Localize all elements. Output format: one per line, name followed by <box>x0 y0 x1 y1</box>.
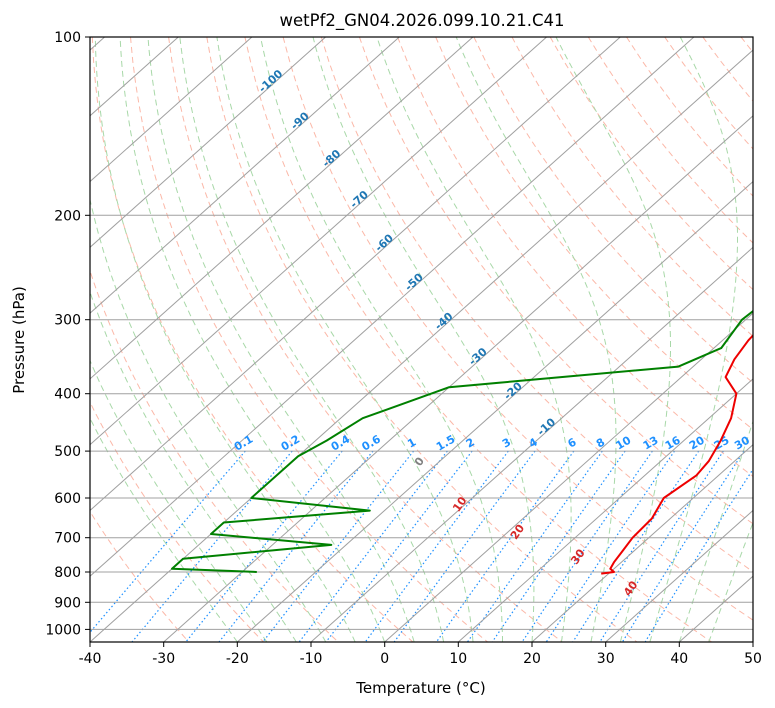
isotherm-line <box>163 115 753 642</box>
moist-adiabat-line <box>708 521 753 642</box>
y-axis-title: Pressure (hPa) <box>10 286 28 394</box>
mixing-ratio-line <box>521 450 653 642</box>
moist-adiabat-line <box>649 37 738 642</box>
dry-adiabat-line <box>511 37 753 337</box>
chart-title: wetPf2_GN04.2026.099.10.21.C41 <box>280 11 565 31</box>
y-tick-label: 1000 <box>45 622 81 638</box>
dewpoint-profile-line <box>171 309 753 573</box>
x-tick-label: 50 <box>744 651 762 667</box>
y-tick-label: 900 <box>54 595 81 611</box>
x-tick-label: 20 <box>523 651 541 667</box>
dry-adiabat-line <box>168 37 563 642</box>
series-layer <box>171 309 753 575</box>
dry-adiabat-line <box>549 37 753 291</box>
temperature-profile-line <box>601 333 753 575</box>
y-tick-label: 800 <box>54 565 81 581</box>
y-tick-label: 500 <box>54 444 81 460</box>
moist-adiabat-line <box>555 37 671 642</box>
dry-adiabat-line <box>90 400 264 642</box>
isotherm-line <box>384 312 753 642</box>
x-tick-label: -30 <box>152 651 175 667</box>
moist-adiabat-line <box>312 37 535 642</box>
moist-adiabat-line <box>216 37 474 642</box>
dry-adiabat-line <box>90 510 190 642</box>
mixing-ratio-line <box>467 450 603 642</box>
axis-layer: -40 -30 -20 -10 0 10 20 30 40 50 100 200 300 400 500 60… <box>45 30 762 667</box>
dry-adiabat-line <box>320 37 753 573</box>
isotherm-line <box>90 37 474 380</box>
grid-layer <box>90 37 753 642</box>
plot-frame <box>89 36 754 643</box>
x-tick-label: -20 <box>226 651 249 667</box>
isotherm-line <box>90 37 400 314</box>
x-axis-title: Temperature (°C) <box>355 679 485 697</box>
isotherm-line <box>90 37 326 249</box>
dry-adiabat-line <box>282 37 753 621</box>
mixing-ratio-line <box>545 450 675 642</box>
moist-adiabat-line <box>94 37 356 642</box>
isotherm-line <box>90 37 695 577</box>
mixing-ratio-line <box>491 450 626 642</box>
mixing-ratio-line <box>364 450 509 642</box>
moist-adiabat-line <box>90 417 238 642</box>
y-tick-label: 600 <box>54 491 81 507</box>
isotherm-line <box>531 444 753 642</box>
mixing-ratio-line <box>262 450 415 642</box>
isotherm-line <box>90 37 547 446</box>
dry-adiabat-line <box>90 269 339 642</box>
moist-adiabat-line <box>376 37 572 642</box>
moist-adiabat-line <box>179 37 445 642</box>
isotherm-line <box>90 49 753 642</box>
moist-adiabat-line <box>90 290 297 642</box>
moist-adiabat-line <box>90 359 268 642</box>
isotherm-line <box>457 378 753 642</box>
isotherm-line <box>752 641 753 642</box>
moist-adiabat-line <box>119 37 386 642</box>
moist-adiabat-line <box>260 37 503 642</box>
isotherm-line <box>605 509 753 642</box>
dry-adiabat-line <box>397 37 753 478</box>
moist-adiabat-line <box>678 419 753 642</box>
mixing-ratio-line <box>298 450 448 642</box>
mixing-ratio-line <box>185 450 343 642</box>
dry-adiabat-line <box>130 37 488 642</box>
x-tick-label: 10 <box>449 651 467 667</box>
moist-adiabat-line <box>455 37 617 642</box>
y-tick-label: 700 <box>54 531 81 547</box>
isotherm-line <box>310 246 753 642</box>
isotherm-line <box>90 37 621 512</box>
mixing-ratio-label: 36 <box>753 433 773 452</box>
y-tick-label: 200 <box>54 208 81 224</box>
dry-adiabat-line <box>206 37 638 642</box>
y-tick-label: 300 <box>54 313 81 329</box>
x-tick-label: -40 <box>79 651 102 667</box>
isotherm-line <box>90 37 253 183</box>
mixing-ratio-line <box>90 450 246 634</box>
y-tick-label: 100 <box>54 30 81 46</box>
y-tick-label: 400 <box>54 387 81 403</box>
dry-adiabat-line <box>435 37 753 431</box>
mixing-ratio-line <box>218 450 374 642</box>
moist-adiabat-line <box>90 197 327 642</box>
plot-background <box>90 37 753 642</box>
x-tick-label: 30 <box>597 651 615 667</box>
isotherm-line <box>236 180 753 642</box>
x-tick-label: 40 <box>670 651 688 667</box>
x-tick-label: -10 <box>300 651 323 667</box>
x-tick-label: 0 <box>380 651 389 667</box>
